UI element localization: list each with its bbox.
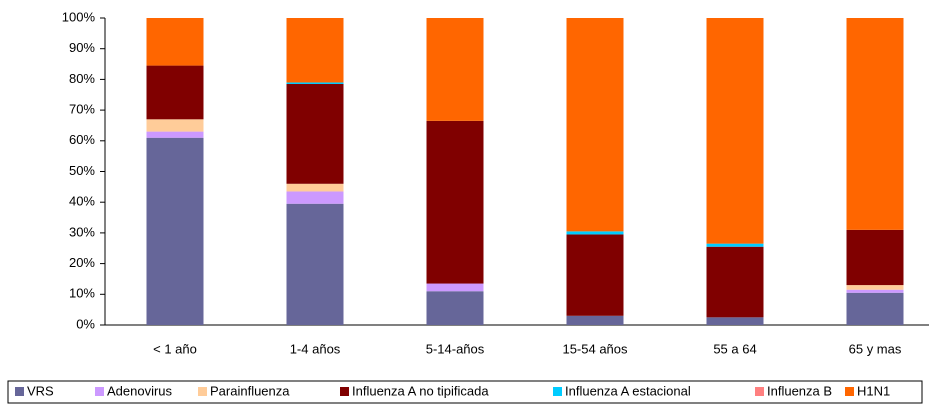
bar-segment [146,18,204,66]
bar-segment [706,18,764,244]
y-tick-label: 80% [69,71,95,86]
legend-swatch [755,387,764,396]
legend-swatch [845,387,854,396]
bar-segment [286,203,344,325]
bar-segment [566,315,624,325]
legend-label: Influenza A estacional [565,383,691,398]
legend-label: Parainfluenza [210,383,290,398]
bar-segment [286,183,344,192]
y-tick-label: 100% [62,9,96,24]
y-tick-label: 0% [76,316,95,331]
bar-segment [146,65,204,120]
legend-label: Influenza A no tipificada [352,383,489,398]
bar-segment [146,131,204,138]
legend-swatch [553,387,562,396]
x-tick-label: < 1 año [153,341,197,356]
bar-segment [426,291,484,325]
bar-segment [286,84,344,184]
y-tick-label: 50% [69,163,95,178]
bar-segment [566,18,624,232]
y-tick-label: 30% [69,224,95,239]
bar-segment [846,285,904,290]
legend-label: H1N1 [857,383,890,398]
bar-segment [846,289,904,293]
bar-segment [286,191,344,204]
bar-segment [146,119,204,132]
y-tick-label: 90% [69,40,95,55]
legend-label: VRS [27,383,54,398]
bar-segment [706,317,764,325]
bar-segment [706,246,764,318]
x-tick-label: 5-14-años [426,341,485,356]
x-tick-label: 15-54 años [562,341,628,356]
bar-segment [706,243,764,247]
legend-label: Influenza B [767,383,832,398]
legend-swatch [340,387,349,396]
bar-segment [846,18,904,230]
y-tick-label: 10% [69,286,95,301]
bar-segment [286,82,344,85]
legend-box [7,380,923,404]
bar-segment [426,283,484,292]
legend-label: Adenovirus [107,383,173,398]
bar-segment [426,120,484,284]
bar-segment [566,231,624,235]
y-tick-label: 60% [69,132,95,147]
bar-segment [426,18,484,121]
bar-segment [286,18,344,83]
y-tick-label: 40% [69,194,95,209]
bar-segment [846,229,904,286]
x-tick-label: 65 y mas [849,341,902,356]
bar-segment [146,137,204,325]
y-tick-label: 20% [69,255,95,270]
legend-swatch [95,387,104,396]
bar-segment [846,292,904,325]
legend-swatch [15,387,24,396]
x-tick-label: 55 a 64 [713,341,756,356]
legend-swatch [198,387,207,396]
y-tick-label: 70% [69,102,95,117]
bar-segment [566,234,624,316]
x-tick-label: 1-4 años [290,341,341,356]
